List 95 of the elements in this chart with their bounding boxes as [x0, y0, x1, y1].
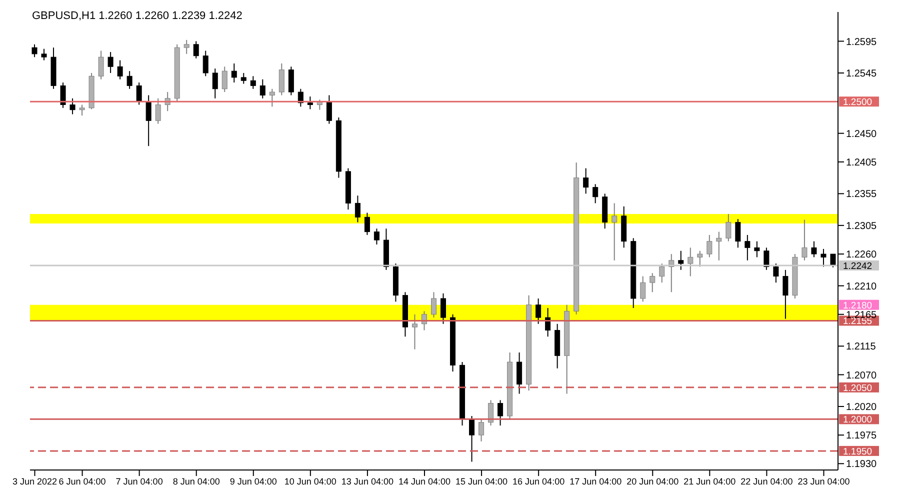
candlestick — [126, 70, 132, 90]
ref-line-label: 1.2242 — [843, 260, 872, 272]
candlestick — [32, 44, 38, 58]
candlestick — [231, 62, 237, 84]
candlestick — [545, 308, 551, 338]
candlestick — [184, 39, 190, 54]
candlestick — [240, 72, 246, 84]
candlestick — [108, 52, 114, 74]
candlestick — [754, 240, 760, 258]
candlestick — [706, 234, 712, 258]
candlestick — [374, 228, 380, 245]
candlestick — [820, 248, 826, 268]
candlestick — [782, 269, 788, 320]
candlestick — [498, 400, 504, 426]
candlestick — [612, 202, 618, 261]
y-tick-label: 1.2355 — [846, 189, 878, 200]
candlestick — [222, 66, 228, 93]
candlestick — [811, 240, 817, 258]
candlestick — [79, 104, 85, 116]
candlestick — [364, 212, 370, 236]
x-tick-label: 17 Jun 04:00 — [570, 476, 622, 486]
candlestick — [288, 66, 294, 96]
x-tick-label: 14 Jun 04:00 — [398, 476, 451, 486]
candlestick — [307, 96, 313, 110]
candlestick — [412, 314, 418, 350]
y-tick-label: 1.1975 — [846, 430, 878, 442]
candlestick — [583, 168, 589, 194]
band-label: 1.2180 — [843, 300, 872, 312]
candlestick — [155, 98, 161, 124]
candlestick — [117, 60, 123, 80]
y-tick-label: 1.2405 — [846, 157, 878, 168]
candlestick — [326, 94, 332, 124]
x-tick-label: 22 Jun 04:00 — [740, 476, 793, 486]
candlestick — [697, 250, 703, 268]
x-tick-label: 10 Jun 04:00 — [284, 476, 336, 486]
candlestick — [592, 184, 598, 204]
chart-title: GBPUSD,H1 1.2260 1.2260 1.2239 1.2242 — [32, 10, 242, 22]
candlestick — [354, 195, 360, 223]
candlestick — [70, 98, 76, 115]
x-tick-label: 8 Jun 04:00 — [172, 476, 220, 486]
candlestick — [726, 214, 732, 242]
candlestick — [744, 234, 750, 261]
x-tick-label: 3 Jun 2022 — [12, 476, 58, 486]
candlestick — [60, 82, 66, 108]
y-tick-label: 1.2115 — [846, 342, 876, 353]
x-tick-label: 6 Jun 04:00 — [58, 476, 106, 486]
candlestick — [773, 263, 779, 284]
candlestick — [260, 78, 266, 99]
x-tick-label: 23 Jun 04:00 — [798, 476, 850, 486]
candlestick — [678, 250, 684, 270]
y-tick-label: 1.1930 — [846, 459, 878, 470]
candlestick — [659, 263, 665, 284]
candlestick — [136, 82, 142, 106]
x-tick-label: 16 Jun 04:00 — [512, 476, 565, 486]
x-tick-label: 13 Jun 04:00 — [341, 476, 394, 486]
candlestick — [41, 48, 47, 61]
candlestick — [716, 231, 722, 261]
candlestick — [278, 62, 284, 96]
candlestick — [212, 68, 218, 99]
candlestick — [536, 298, 542, 324]
y-tick-label: 1.2070 — [846, 370, 878, 382]
x-tick-label: 9 Jun 04:00 — [230, 476, 277, 486]
candlestick — [430, 292, 436, 318]
x-tick-label: 20 Jun 04:00 — [626, 476, 679, 486]
y-tick-label: 1.2210 — [846, 281, 878, 292]
candlestick — [98, 50, 104, 80]
candlestick — [146, 94, 152, 147]
y-tick-label: 1.2450 — [846, 128, 878, 140]
y-tick-label: 1.2020 — [846, 402, 878, 414]
candlestick — [478, 418, 484, 442]
candlestick — [488, 400, 494, 426]
y-tick-label: 1.2595 — [846, 36, 878, 48]
candlestick — [193, 40, 199, 59]
candlestick — [735, 218, 741, 248]
x-tick-label: 7 Jun 04:00 — [116, 476, 163, 486]
ref-line-label: 1.2500 — [843, 97, 872, 108]
candlestick — [440, 292, 446, 324]
candlestick — [516, 352, 522, 394]
y-tick-label: 1.2305 — [846, 220, 878, 232]
ref-line-label: 1.2000 — [843, 414, 872, 426]
x-tick-label: 21 Jun 04:00 — [684, 476, 736, 486]
candlestick — [202, 50, 208, 77]
candlestick — [640, 276, 646, 302]
candlestick — [764, 247, 770, 270]
ref-line-label: 1.2050 — [843, 382, 872, 394]
candlestick — [688, 247, 694, 277]
ref-line-label: 1.1950 — [843, 446, 872, 458]
candlestick — [469, 416, 475, 462]
y-tick-label: 1.2260 — [846, 250, 878, 261]
candlestick — [269, 88, 275, 108]
candlestick — [250, 76, 256, 90]
x-tick-label: 15 Jun 04:00 — [456, 476, 508, 486]
y-tick-label: 1.2545 — [846, 68, 878, 80]
candlestick — [802, 219, 808, 261]
candlestick — [650, 272, 656, 293]
